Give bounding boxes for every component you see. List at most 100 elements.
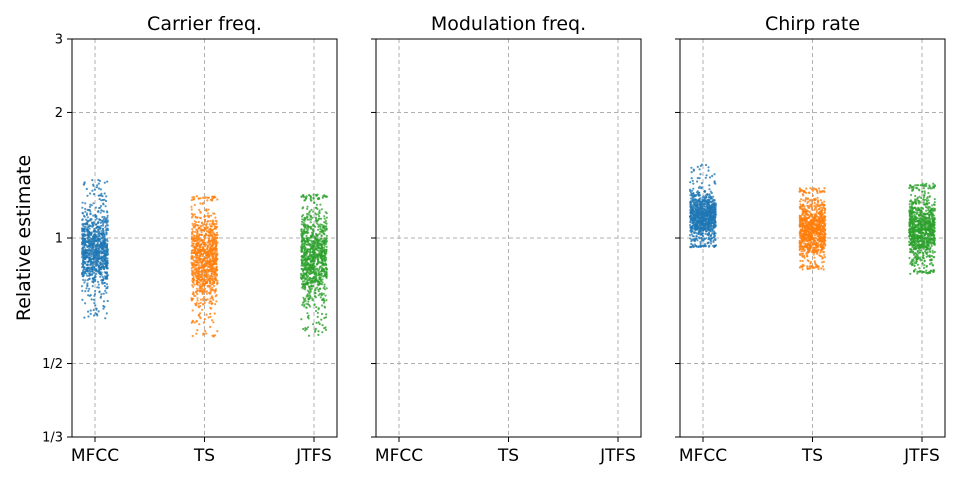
- data-point: [308, 303, 311, 307]
- data-point: [211, 197, 214, 200]
- data-point: [322, 229, 325, 233]
- data-point: [95, 186, 98, 189]
- data-point: [98, 198, 101, 201]
- data-point: [689, 181, 692, 184]
- data-point: [206, 241, 209, 244]
- data-point: [310, 241, 314, 244]
- data-point: [694, 226, 697, 229]
- data-point: [204, 299, 207, 302]
- data-point: [211, 231, 214, 234]
- data-point: [82, 269, 85, 272]
- data-point: [806, 255, 809, 258]
- data-point: [86, 245, 89, 248]
- data-point: [82, 183, 85, 186]
- data-point: [191, 320, 194, 323]
- data-point: [95, 215, 98, 218]
- data-point: [216, 279, 219, 282]
- data-point: [821, 229, 824, 232]
- data-point: [215, 265, 218, 268]
- data-point: [317, 249, 320, 252]
- data-point: [190, 299, 193, 302]
- data-point: [699, 164, 702, 167]
- data-point: [325, 225, 328, 228]
- data-point: [203, 296, 206, 299]
- data-point: [313, 201, 316, 204]
- data-point: [699, 242, 702, 245]
- data-point: [805, 187, 808, 190]
- data-point: [807, 248, 810, 251]
- data-point: [320, 234, 323, 237]
- data-point: [84, 239, 87, 242]
- data-point: [209, 281, 212, 284]
- data-point: [201, 308, 204, 311]
- data-point: [212, 289, 215, 292]
- data-point: [303, 223, 307, 226]
- data-point: [213, 250, 216, 254]
- data-point: [815, 230, 818, 233]
- data-point: [802, 199, 805, 202]
- data-point: [319, 223, 322, 226]
- data-point: [813, 201, 816, 205]
- data-point: [821, 203, 824, 206]
- data-point: [319, 296, 322, 299]
- data-point: [207, 273, 210, 276]
- data-point: [819, 220, 822, 223]
- data-point: [199, 211, 202, 214]
- data-point: [90, 233, 93, 236]
- data-point: [106, 299, 109, 303]
- data-point: [211, 234, 214, 237]
- data-point: [93, 293, 97, 296]
- data-point: [198, 270, 201, 273]
- data-point: [322, 224, 325, 227]
- data-point: [194, 259, 197, 262]
- data-point: [805, 237, 809, 240]
- data-point: [211, 302, 214, 305]
- data-point: [198, 284, 201, 287]
- data-point: [317, 307, 320, 310]
- data-point: [97, 247, 100, 250]
- data-point: [105, 238, 109, 241]
- data-point: [698, 193, 701, 196]
- data-point: [207, 234, 210, 237]
- data-point: [709, 240, 713, 243]
- data-point: [90, 266, 93, 269]
- data-point: [213, 195, 216, 198]
- data-point: [694, 223, 697, 226]
- data-point: [209, 300, 213, 303]
- data-point: [690, 210, 693, 213]
- data-point: [87, 274, 90, 277]
- data-point: [214, 303, 217, 306]
- data-point: [100, 209, 103, 212]
- data-point: [92, 229, 95, 232]
- data-point: [210, 248, 213, 251]
- data-point: [202, 201, 205, 204]
- data-point: [304, 225, 307, 228]
- data-point: [209, 315, 212, 318]
- data-point: [213, 312, 216, 315]
- data-point: [88, 249, 91, 252]
- data-point: [206, 244, 209, 247]
- data-point: [693, 214, 696, 217]
- data-point: [803, 240, 806, 243]
- data-point: [318, 215, 321, 218]
- data-point: [196, 243, 199, 246]
- data-point: [810, 218, 813, 222]
- data-point: [95, 250, 98, 253]
- data-point: [84, 268, 87, 271]
- data-point: [819, 231, 822, 234]
- data-point: [98, 206, 101, 210]
- data-point: [97, 225, 101, 228]
- data-point: [699, 220, 703, 223]
- data-point: [82, 224, 85, 227]
- data-point: [312, 193, 315, 196]
- data-point: [701, 219, 705, 222]
- data-point: [801, 268, 804, 271]
- data-point: [100, 246, 103, 250]
- data-point: [87, 310, 90, 313]
- data-point: [812, 227, 815, 230]
- data-point: [207, 216, 210, 219]
- data-point: [302, 232, 305, 235]
- data-point: [301, 303, 304, 307]
- data-point: [319, 265, 322, 268]
